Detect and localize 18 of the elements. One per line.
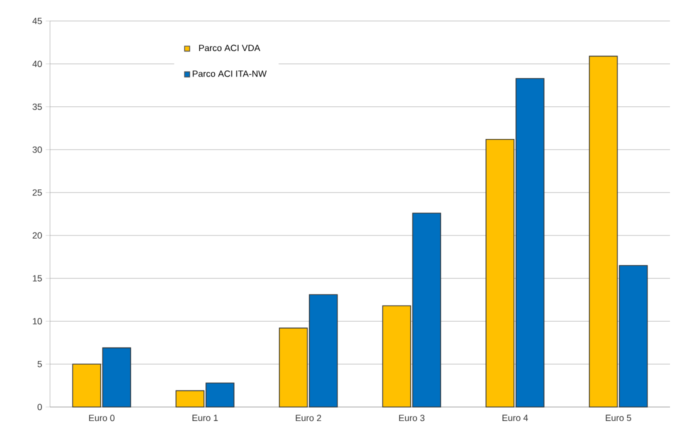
legend-label: Parco ACI VDA [199,44,260,52]
y-tick-label: 5 [38,360,42,368]
y-tick-label: 45 [32,18,42,24]
x-tick-label: Euro 3 [399,414,424,422]
x-tick-label: Euro 1 [192,414,218,422]
x-tick-label: Euro 4 [502,414,528,422]
y-tick-label: 10 [32,318,42,324]
y-tick-label: 30 [32,146,42,153]
y-tick-label: 15 [32,275,42,282]
x-tick-label: Euro 5 [606,414,632,422]
y-tick-label: 25 [32,189,42,196]
y-tick-label: 0 [38,404,42,410]
x-tick-label: Euro 2 [296,414,322,422]
y-tick-label: 35 [32,104,42,110]
y-tick-label: 20 [32,232,42,239]
legend-label: Parco ACI ITA-NW [192,70,267,77]
y-tick-label: 40 [32,60,42,68]
x-tick-label: Euro 0 [89,414,115,422]
